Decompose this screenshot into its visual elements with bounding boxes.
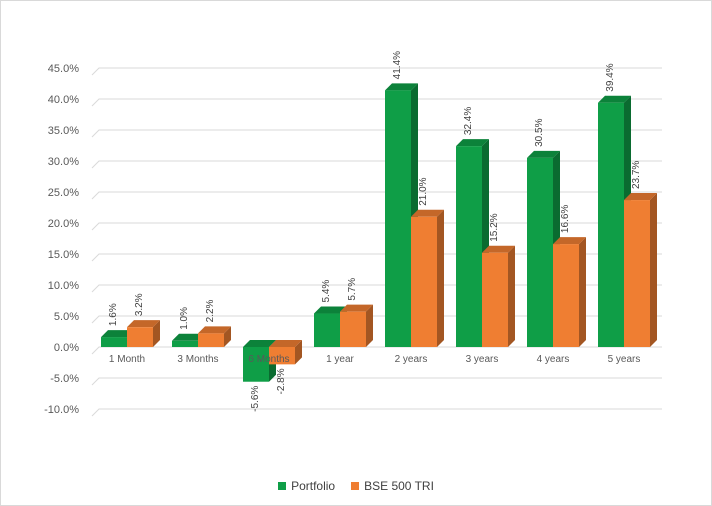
gridline — [91, 160, 662, 169]
bar-series — [101, 83, 657, 382]
x-tick-label-1-month: 1 Month — [109, 354, 145, 365]
legend-label-bse-500-tri: BSE 500 TRI — [364, 479, 434, 493]
gridline — [91, 67, 662, 76]
data-label-portfolio-3-months: 1.0% — [179, 307, 190, 330]
data-label-bse-500-tri-3-months: 2.2% — [205, 299, 216, 322]
data-label-bse-500-tri-3-years: 15.2% — [489, 213, 500, 241]
y-tick-label: 10.0% — [48, 280, 79, 292]
y-tick-label: 35.0% — [48, 125, 79, 137]
x-axis: 1 Month 3 Months 6 Months 1 year 2 years 3 ye… — [109, 354, 640, 365]
bar-bse-500-tri-3-years — [482, 245, 515, 347]
x-tick-label-6-months: 6 Months — [248, 354, 289, 365]
y-tick-label: 0.0% — [54, 342, 79, 354]
bar-portfolio-3-years — [456, 139, 489, 347]
y-tick-label: 15.0% — [48, 249, 79, 261]
bar-bse-500-tri-1-month — [127, 320, 160, 347]
y-tick-label: 40.0% — [48, 94, 79, 106]
gridline — [91, 408, 662, 417]
legend-swatch-portfolio — [278, 482, 287, 490]
y-tick-label: 20.0% — [48, 218, 79, 230]
data-label-portfolio-1-month: 1.6% — [108, 303, 119, 326]
y-tick-label: 30.0% — [48, 156, 79, 168]
bar-bse-500-tri-1-year — [340, 304, 373, 347]
x-tick-label-5-years: 5 years — [608, 354, 641, 365]
data-label-portfolio-6-months: -5.6% — [250, 386, 261, 412]
x-tick-label-1-year: 1 year — [326, 354, 354, 365]
legend: Portfolio BSE 500 TRI — [0, 476, 712, 496]
gridline — [91, 222, 662, 231]
data-label-bse-500-tri-4-years: 16.6% — [560, 205, 571, 233]
y-tick-label: -10.0% — [44, 404, 79, 416]
data-label-bse-500-tri-1-month: 3.2% — [134, 293, 145, 316]
x-tick-label-3-months: 3 Months — [177, 354, 218, 365]
gridline — [91, 98, 662, 107]
legend-label-portfolio: Portfolio — [291, 479, 336, 493]
data-label-bse-500-tri-5-years: 23.7% — [631, 161, 642, 189]
data-label-portfolio-3-years: 32.4% — [463, 107, 474, 135]
data-label-bse-500-tri-2-years: 21.0% — [418, 177, 429, 205]
x-tick-label-4-years: 4 years — [537, 354, 570, 365]
y-tick-label: -5.0% — [50, 373, 79, 385]
data-label-portfolio-1-year: 5.4% — [321, 280, 332, 303]
y-axis: 45.0% 40.0% 35.0% 30.0% 25.0% 20.0% 15.0% 10.0%… — [44, 63, 79, 416]
gridline — [91, 377, 662, 386]
bar-bse-500-tri-4-years — [553, 237, 586, 347]
data-label-portfolio-2-years: 41.4% — [392, 51, 403, 79]
bar-bse-500-tri-3-months — [198, 326, 231, 347]
data-label-portfolio-5-years: 39.4% — [605, 63, 616, 91]
data-label-bse-500-tri-6-months: -2.8% — [276, 368, 287, 394]
legend-item-bse-500-tri: BSE 500 TRI — [351, 479, 434, 493]
bar-bse-500-tri-5-years — [624, 193, 657, 347]
legend-item-portfolio: Portfolio — [278, 479, 335, 493]
y-tick-label: 45.0% — [48, 63, 79, 75]
data-label-portfolio-4-years: 30.5% — [534, 118, 545, 146]
x-tick-label-2-years: 2 years — [395, 354, 428, 365]
gridline — [91, 129, 662, 138]
y-tick-label: 25.0% — [48, 187, 79, 199]
legend-swatch-bse-500-tri — [351, 482, 360, 490]
data-label-bse-500-tri-1-year: 5.7% — [347, 278, 358, 301]
gridline — [91, 191, 662, 200]
bar-bse-500-tri-6-months — [269, 340, 302, 365]
bar-bse-500-tri-2-years — [411, 209, 444, 347]
gridline — [91, 346, 662, 355]
x-tick-label-3-years: 3 years — [466, 354, 499, 365]
data-labels: 1.6% 3.2% 1.0% 2.2% -5.6% -2.8% 5.4% 5.7% 41.4% 2… — [108, 51, 642, 412]
y-tick-label: 5.0% — [54, 311, 79, 323]
